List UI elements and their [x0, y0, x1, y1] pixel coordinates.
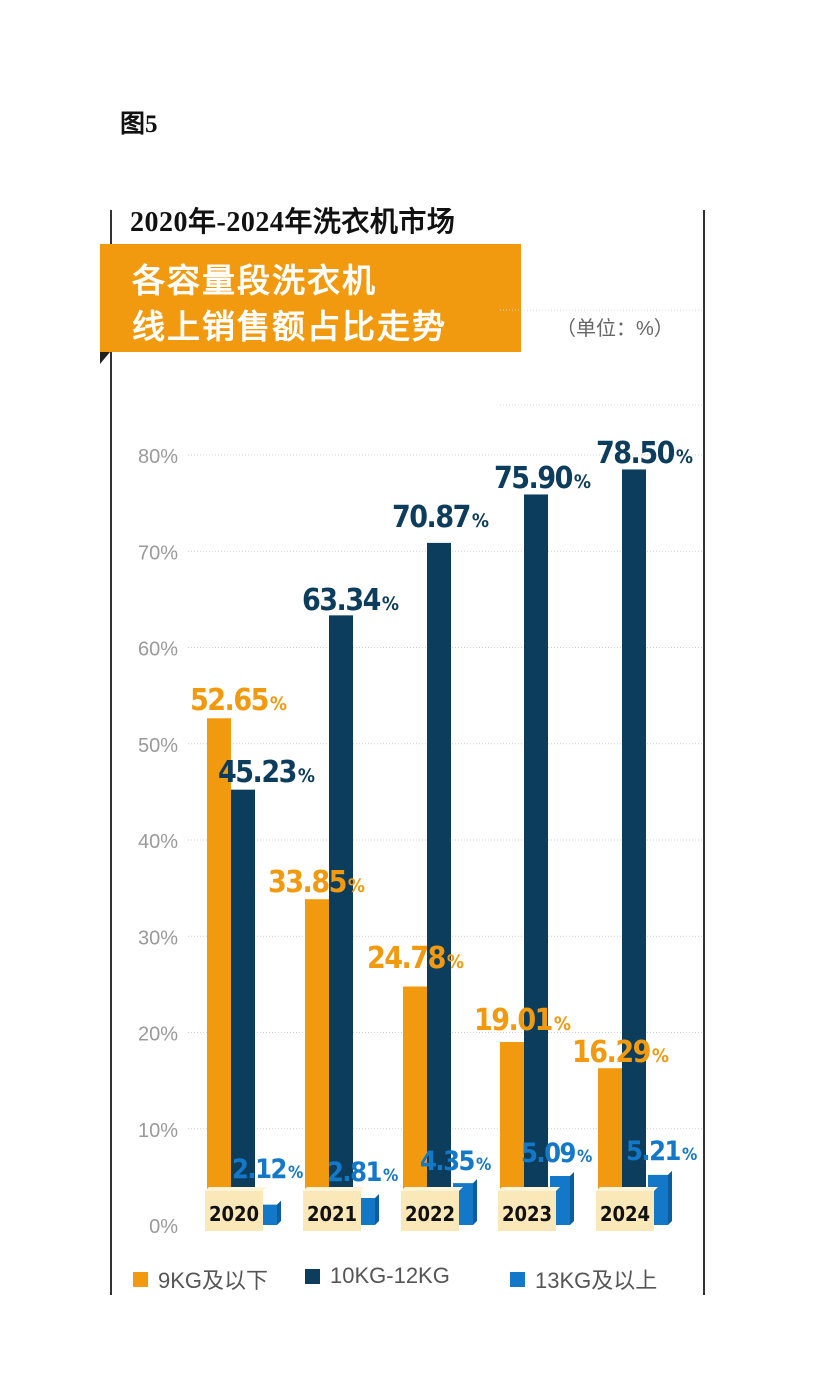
bar-9kg — [207, 718, 231, 1225]
year-label: 2024 — [600, 1202, 650, 1226]
legend-swatch — [133, 1271, 148, 1287]
data-label: 16.29% — [572, 1035, 669, 1070]
legend-label: 9KG及以下 — [158, 1268, 269, 1293]
data-label: 52.65% — [190, 683, 287, 718]
year-label-box — [401, 1191, 459, 1231]
year-label-box — [205, 1191, 263, 1231]
chart-subtitle-box: 各容量段洗衣机 线上销售额占比走势 — [100, 244, 521, 352]
legend: 9KG及以下 10KG-12KG 13KG及以上 — [0, 1263, 827, 1293]
data-label: 2.81% — [327, 1157, 398, 1188]
bar-13kg-side — [570, 1172, 574, 1225]
unit-label: （单位：%） — [556, 318, 674, 340]
data-label: 2.12% — [232, 1154, 303, 1185]
year-label: 2020 — [209, 1202, 259, 1226]
y-tick-label: 80% — [138, 446, 178, 468]
y-tick-label: 20% — [138, 1024, 178, 1046]
bar-9kg — [305, 899, 329, 1225]
data-label: 63.34% — [302, 583, 399, 618]
y-tick-label: 0% — [149, 1216, 178, 1238]
bar-13kg-side — [375, 1193, 379, 1225]
legend-swatch — [305, 1268, 320, 1284]
legend-label: 10KG-12KG — [330, 1263, 450, 1288]
legend-label: 13KG及以上 — [535, 1268, 658, 1293]
bar-10-12kg — [524, 494, 548, 1225]
data-label: 4.35% — [420, 1146, 491, 1177]
data-label: 75.90% — [494, 461, 591, 496]
bar-13kg-side — [668, 1170, 672, 1225]
figure-label: 图5 — [120, 111, 158, 138]
data-label: 19.01% — [474, 1003, 571, 1038]
y-tick-label: 50% — [138, 735, 178, 757]
year-label-box-top — [303, 1187, 365, 1191]
year-label-box-top — [205, 1187, 267, 1191]
year-label: 2022 — [405, 1202, 455, 1226]
data-label: 45.23% — [218, 755, 315, 790]
data-label: 24.78% — [367, 941, 464, 976]
y-tick-label: 30% — [138, 927, 178, 949]
bar-9kg — [403, 986, 427, 1225]
year-label-box — [596, 1191, 654, 1231]
data-label: 5.09% — [521, 1138, 592, 1169]
bar-10-12kg — [427, 542, 451, 1225]
bar-13kg-side — [277, 1200, 281, 1225]
legend-item: 9KG及以下 — [133, 1263, 268, 1295]
bar-10-12kg — [622, 469, 646, 1225]
year-label: 2021 — [307, 1202, 357, 1226]
year-label: 2023 — [502, 1202, 552, 1226]
bar-10-12kg — [329, 615, 353, 1225]
frame-left-line — [110, 210, 112, 1295]
chart-subtitle-line2: 线上销售额占比走势 — [132, 308, 447, 345]
bar-10-12kg — [231, 789, 255, 1225]
frame-right-line — [703, 210, 705, 1295]
bar-13kg-side — [473, 1179, 477, 1225]
chart-title: 2020年-2024年洗衣机市场 — [130, 207, 456, 238]
legend-swatch — [510, 1271, 525, 1287]
y-tick-label: 70% — [138, 542, 178, 564]
year-label-box — [498, 1191, 556, 1231]
y-tick-label: 10% — [138, 1120, 178, 1142]
year-label-box — [303, 1191, 361, 1231]
data-label: 33.85% — [268, 865, 365, 900]
year-label-box-top — [596, 1187, 658, 1191]
chart-subtitle-line1: 各容量段洗衣机 — [132, 262, 377, 299]
y-tick-label: 60% — [138, 639, 178, 661]
title-box-notch — [100, 352, 110, 364]
data-label: 78.50% — [596, 436, 693, 471]
legend-item: 13KG及以上 — [510, 1263, 657, 1295]
year-label-box-top — [498, 1187, 560, 1191]
data-label: 5.21% — [626, 1136, 697, 1167]
data-label: 70.87% — [392, 500, 489, 535]
y-tick-label: 40% — [138, 831, 178, 853]
year-label-box-top — [401, 1187, 463, 1191]
legend-item: 10KG-12KG — [305, 1263, 450, 1289]
